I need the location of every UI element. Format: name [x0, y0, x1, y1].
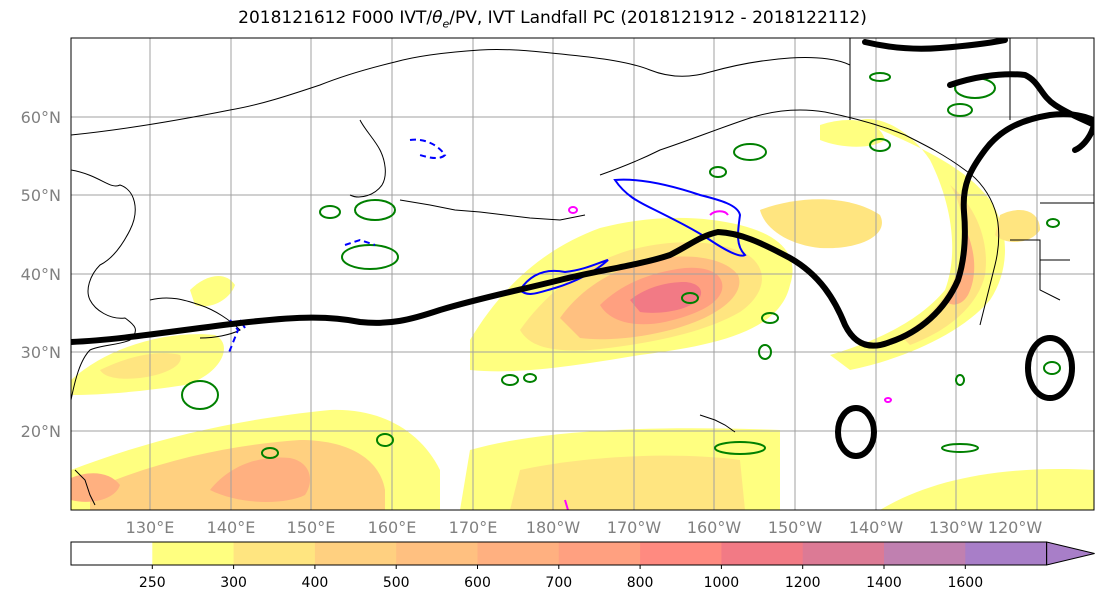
coastlines — [71, 38, 1094, 506]
colorbar-tick-label: 800 — [627, 575, 654, 591]
colorbar-extend-arrow — [1046, 541, 1095, 566]
colorbar-segment — [965, 542, 1048, 565]
colorbar-segment — [152, 542, 235, 565]
ivt-plume-core — [630, 282, 702, 313]
lat-label: 60°N — [21, 108, 61, 127]
coast-kamchatka — [349, 119, 386, 198]
colorbar-tick-label: 1000 — [704, 575, 740, 591]
colorbar-tick-label: 700 — [545, 575, 572, 591]
colorbar-tick-label: 1200 — [785, 575, 821, 591]
lon-labels: 130°E 140°E 150°E 160°E 170°E 180°W 170°… — [126, 518, 1043, 537]
colorbar-segment — [71, 542, 153, 565]
ivt-shading — [71, 119, 1094, 510]
lon-label: 160°E — [368, 518, 417, 537]
trajectory-loop-hawaii — [835, 405, 877, 459]
lon-label: 180°W — [526, 518, 581, 537]
coast-aleutians — [399, 199, 586, 221]
colorbar-segment — [233, 542, 316, 565]
colorbar-segment — [802, 542, 885, 565]
lon-label: 170°E — [449, 518, 498, 537]
coast-hawaii — [699, 414, 736, 433]
colorbar-tick-label: 1600 — [947, 575, 983, 591]
trajectory-main — [71, 111, 1094, 349]
lon-label: 140°W — [849, 518, 904, 537]
lon-label: 130°E — [126, 518, 175, 537]
ivt-west-subtropical-2 — [100, 353, 181, 379]
lon-label: 160°W — [687, 518, 742, 537]
map-frame — [70, 37, 1095, 511]
ivt-japan-north — [190, 275, 235, 307]
ivt-central-tropical-2 — [510, 455, 745, 510]
ivt-alaska-coast — [820, 120, 885, 147]
lon-label: 150°W — [768, 518, 823, 537]
pv-contours — [227, 138, 747, 356]
trajectory-nw-loop — [947, 71, 1094, 128]
yukon-border — [849, 38, 1011, 120]
title-tail: /PV, IVT Landfall PC (2018121912 - 20181… — [449, 8, 867, 28]
coast-asia — [71, 169, 136, 401]
colorbar-segment — [558, 542, 641, 565]
colorbar-segment — [314, 542, 397, 565]
pv-gulf-alaska — [613, 178, 747, 257]
lon-label: 170°W — [607, 518, 662, 537]
pv-west — [227, 238, 376, 356]
gridlines — [71, 38, 1094, 510]
trajectory-north — [862, 38, 1008, 52]
colorbar-labels: 250 300 400 500 600 700 800 1000 1200 1400 1600 — [139, 565, 983, 591]
colorbar-segment — [396, 542, 478, 565]
us-state-lines — [1010, 239, 1070, 301]
ivt-tropical-band-3 — [210, 457, 310, 502]
lat-label: 50°N — [21, 186, 61, 205]
trajectory — [71, 38, 1094, 459]
colorbar-segment — [884, 542, 966, 565]
lat-labels: 60°N 50°N 40°N 30°N 20°N — [21, 108, 61, 441]
map-title: 2018121612 F000 IVT/θe/PV, IVT Landfall … — [0, 8, 1105, 30]
ivt-gulf-alaska — [760, 199, 882, 249]
colorbar-segment — [721, 542, 804, 565]
lon-label: 140°E — [207, 518, 256, 537]
lat-label: 30°N — [21, 343, 61, 362]
map-content — [71, 38, 1094, 510]
colorbar-segment — [640, 542, 722, 565]
colorbar-tick-label: 400 — [302, 575, 329, 591]
coast-japan — [149, 297, 241, 339]
colorbar-segment — [477, 542, 560, 565]
lon-label: 130°W — [929, 518, 984, 537]
pv-aleutian — [518, 259, 609, 295]
lat-label: 40°N — [21, 265, 61, 284]
title-theta-sub: e — [442, 17, 450, 31]
ivt-se-band — [880, 469, 1094, 510]
coast-philippines — [74, 469, 96, 506]
trajectory-loop-ne — [1072, 122, 1094, 153]
colorbar — [70, 541, 1095, 566]
colorbar-tick-label: 250 — [139, 575, 166, 591]
trajectory-loop-east — [1025, 335, 1075, 401]
theta-e-contours — [181, 72, 1061, 459]
lat-label: 20°N — [21, 422, 61, 441]
magenta-contours — [564, 206, 892, 510]
lon-label: 120°W — [988, 518, 1043, 537]
title-main: 2018121612 F000 IVT/ — [238, 8, 433, 28]
colorbar-tick-label: 600 — [464, 575, 491, 591]
colorbar-tick-label: 1400 — [866, 575, 902, 591]
ivt-tropical-band-4 — [71, 473, 120, 502]
lon-label: 150°E — [287, 518, 336, 537]
colorbar-tick-label: 500 — [383, 575, 410, 591]
colorbar-tick-label: 300 — [220, 575, 247, 591]
coast-siberia — [71, 48, 851, 136]
title-theta: θ — [432, 8, 443, 28]
ivt-bc-coast — [995, 210, 1040, 242]
coast-alaska — [599, 109, 1000, 326]
pv-kamchatka — [409, 138, 447, 159]
